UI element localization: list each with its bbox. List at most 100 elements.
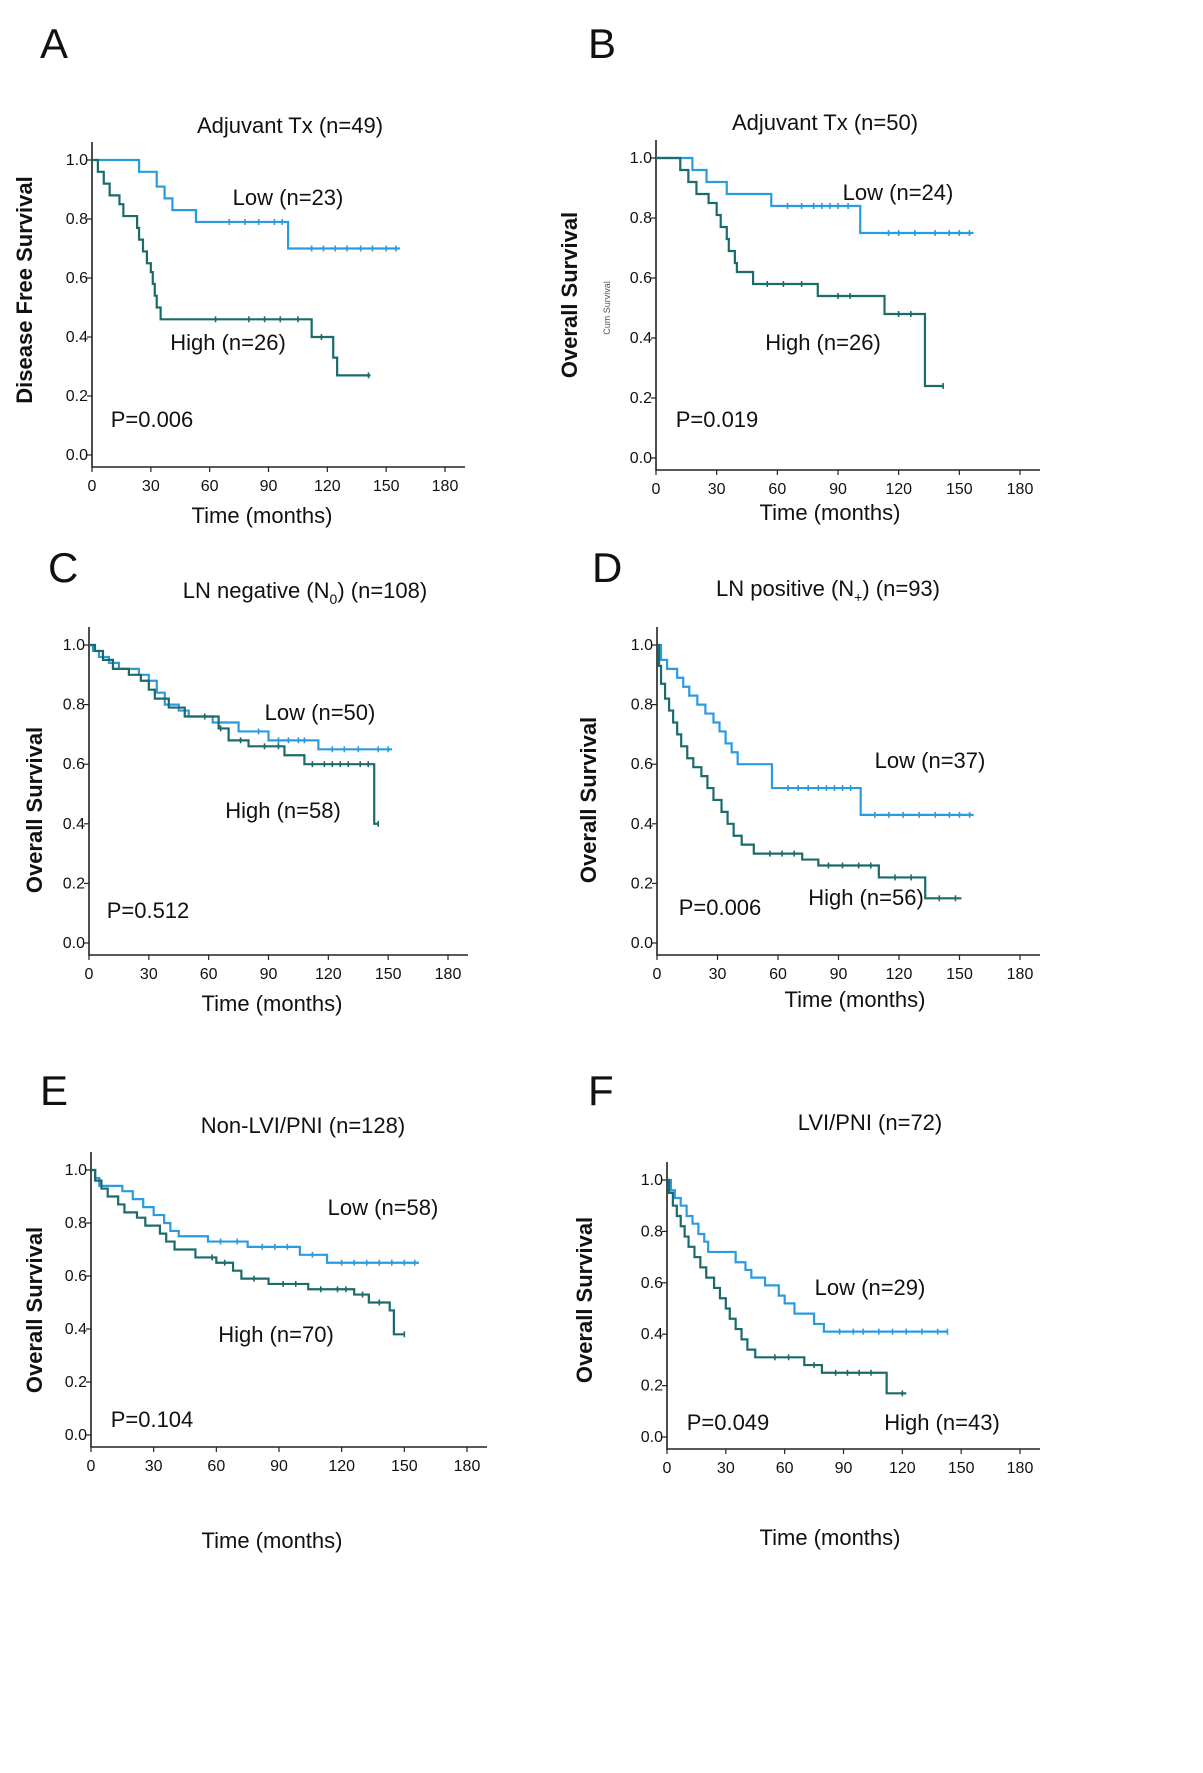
panel-title-subscript: + xyxy=(854,589,862,605)
y-tick-label: 0.0 xyxy=(631,935,653,952)
group-label-low: Low (n=23) xyxy=(233,185,344,210)
x-tick-label: 90 xyxy=(260,478,278,495)
group-label-low: Low (n=58) xyxy=(328,1195,439,1220)
panel-title: LVI/PNI (n=72) xyxy=(798,1110,943,1135)
panel-title-part: ) (n=108) xyxy=(337,578,427,603)
km-curve-low xyxy=(656,156,974,235)
panel-title: LN negative (N0) (n=108) xyxy=(183,578,427,607)
p-value: P=0.512 xyxy=(107,898,190,923)
km-panel-a: A Adjuvant Tx (n=49) 0.0 0.2 0.4 0.6 0.8 1.0 0 30… xyxy=(12,20,465,528)
group-label-high: High (n=58) xyxy=(225,798,341,823)
panel-title: Adjuvant Tx (n=50) xyxy=(732,110,918,135)
y-tick-label: 0.0 xyxy=(63,935,85,952)
y-tick-label: 0.4 xyxy=(65,1321,87,1338)
group-label-low: Low (n=50) xyxy=(265,700,376,725)
x-tick-label: 150 xyxy=(373,478,400,495)
km-curve-high xyxy=(92,158,371,377)
panel-letter: A xyxy=(40,20,68,67)
y-tick-label: 1.0 xyxy=(641,1172,663,1189)
x-axis-label: Time (months) xyxy=(785,987,926,1012)
y-tick-label: 0.8 xyxy=(65,1215,87,1232)
x-tick-label: 30 xyxy=(142,478,160,495)
y-axis-label: Overall Survival xyxy=(22,727,47,893)
y-tick-label: 0.6 xyxy=(641,1275,663,1292)
km-panel-f: F LVI/PNI (n=72) 0.0 0.2 0.4 0.6 0.8 1.0 0 30 60 90… xyxy=(572,1067,1040,1550)
y-tick-label: 1.0 xyxy=(63,637,85,654)
panel-letter: D xyxy=(592,544,622,591)
x-tick-label: 90 xyxy=(260,966,278,983)
km-curve-low xyxy=(89,643,393,751)
x-tick-label: 60 xyxy=(201,478,219,495)
x-tick-label: 90 xyxy=(829,481,847,498)
y-tick-label: 0.8 xyxy=(630,210,652,227)
y-tick-label: 0.8 xyxy=(66,211,88,228)
y-tick-label: 1.0 xyxy=(630,150,652,167)
x-tick-label: 150 xyxy=(946,966,973,983)
x-tick-label: 120 xyxy=(889,1460,916,1477)
km-panel-e: E Non-LVI/PNI (n=128) 0.0 0.2 0.4 0.6 0.8 1.0 0 3… xyxy=(22,1067,487,1553)
km-curve-low xyxy=(657,643,974,816)
km-curve-low xyxy=(92,158,400,250)
km-panel-b: B Adjuvant Tx (n=50) 0.0 0.2 0.4 0.6 0.8 1.0 0 30… xyxy=(557,20,1040,525)
panel-letter: E xyxy=(40,1067,68,1114)
x-tick-label: 0 xyxy=(653,966,662,983)
y-axis-label: Disease Free Survival xyxy=(12,176,37,403)
km-curve-high xyxy=(91,1168,405,1336)
group-label-low: Low (n=37) xyxy=(875,748,986,773)
x-tick-label: 120 xyxy=(885,481,912,498)
y-tick-label: 1.0 xyxy=(631,637,653,654)
group-label-high: High (n=43) xyxy=(884,1410,1000,1435)
x-tick-label: 0 xyxy=(87,1458,96,1475)
km-curve-low xyxy=(91,1168,419,1264)
x-axis-label: Time (months) xyxy=(202,1528,343,1553)
y-tick-label: 0.2 xyxy=(66,388,88,405)
x-tick-label: 180 xyxy=(1007,966,1034,983)
x-tick-label: 120 xyxy=(314,478,341,495)
group-label-high: High (n=70) xyxy=(218,1322,334,1347)
x-tick-label: 120 xyxy=(315,966,342,983)
axis-lines xyxy=(666,1162,1040,1450)
panel-title: LN positive (N+) (n=93) xyxy=(716,576,940,605)
group-label-high: High (n=26) xyxy=(170,330,286,355)
p-value: P=0.006 xyxy=(111,407,194,432)
km-curve-high xyxy=(656,156,944,388)
x-tick-label: 90 xyxy=(835,1460,853,1477)
y-tick-label: 0.4 xyxy=(63,816,85,833)
x-tick-label: 0 xyxy=(85,966,94,983)
y-tick-label: 0.6 xyxy=(66,270,88,287)
x-tick-label: 150 xyxy=(375,966,402,983)
panel-title: Non-LVI/PNI (n=128) xyxy=(201,1113,405,1138)
y-tick-label: 1.0 xyxy=(65,1162,87,1179)
x-tick-label: 30 xyxy=(709,966,727,983)
panel-title-part: LN negative (N xyxy=(183,578,330,603)
y-tick-label: 0.4 xyxy=(630,330,652,347)
y-axis-label: Overall Survival xyxy=(572,1217,597,1383)
y-axis-label: Overall Survival xyxy=(576,717,601,883)
y-axis-label: Overall Survival xyxy=(22,1227,47,1393)
km-curve-low xyxy=(667,1178,948,1333)
y-tick-label: 0.8 xyxy=(631,697,653,714)
panel-title-part: ) (n=93) xyxy=(862,576,940,601)
group-label-high: High (n=26) xyxy=(765,330,881,355)
x-axis-label: Time (months) xyxy=(760,1525,901,1550)
x-tick-label: 30 xyxy=(708,481,726,498)
x-tick-label: 150 xyxy=(948,1460,975,1477)
km-curve-high xyxy=(89,643,379,825)
y-tick-label: 0.6 xyxy=(65,1268,87,1285)
x-tick-label: 180 xyxy=(1007,481,1034,498)
group-label-high: High (n=56) xyxy=(808,885,924,910)
x-axis-label: Time (months) xyxy=(760,500,901,525)
y-tick-label: 0.2 xyxy=(641,1378,663,1395)
x-tick-label: 180 xyxy=(1007,1460,1034,1477)
y-tick-label: 0.0 xyxy=(641,1429,663,1446)
y-tick-label: 0.6 xyxy=(63,756,85,773)
km-panel-c: C LN negative (N0) (n=108)0.00.20.40.60.8… xyxy=(22,544,468,1016)
x-tick-label: 0 xyxy=(663,1460,672,1477)
panel-title: Adjuvant Tx (n=49) xyxy=(197,113,383,138)
x-tick-label: 30 xyxy=(145,1458,163,1475)
y-tick-label: 0.0 xyxy=(65,1427,87,1444)
y-tick-label: 0.2 xyxy=(631,875,653,892)
panel-title-subscript: 0 xyxy=(330,591,338,607)
p-value: P=0.104 xyxy=(111,1407,194,1432)
